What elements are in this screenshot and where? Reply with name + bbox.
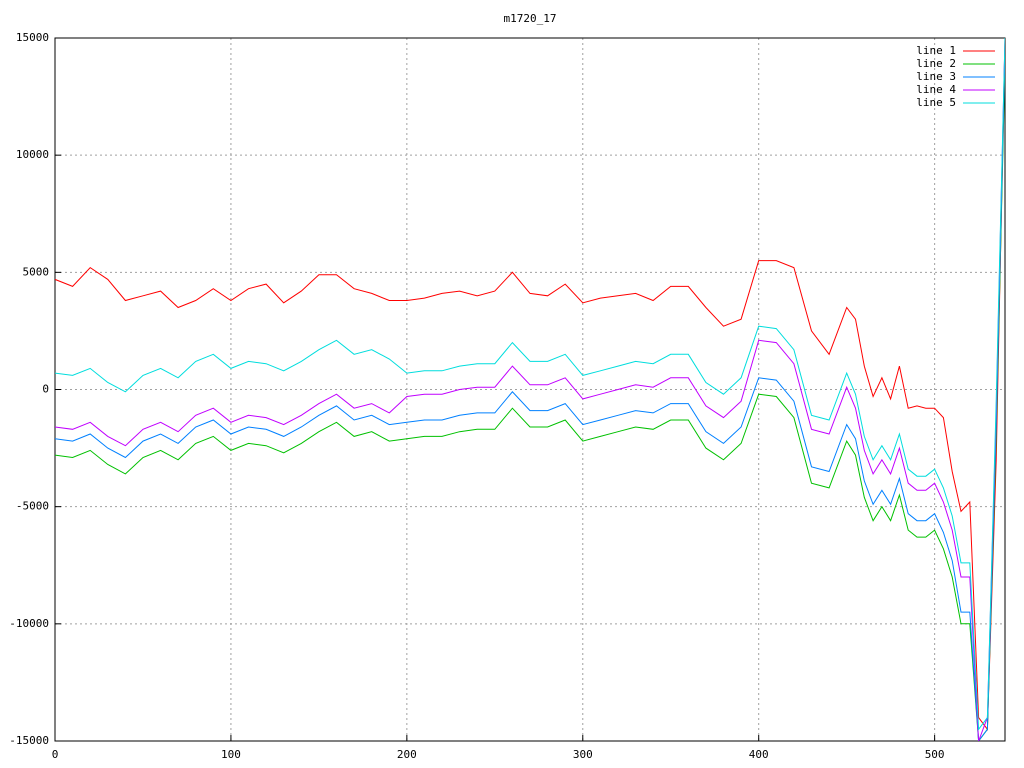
y-tick-label: 0 bbox=[42, 383, 49, 396]
y-tick-label: 15000 bbox=[16, 31, 49, 44]
x-tick-label: 500 bbox=[925, 748, 945, 761]
series-line bbox=[55, 38, 1005, 731]
y-tick-label: -10000 bbox=[9, 617, 49, 630]
legend-label: line 2 bbox=[916, 57, 956, 70]
y-tick-label: 5000 bbox=[23, 265, 50, 278]
legend-label: line 5 bbox=[916, 96, 956, 109]
x-tick-label: 0 bbox=[52, 748, 59, 761]
series-line bbox=[55, 49, 1005, 741]
plot-frame bbox=[54, 37, 1006, 742]
y-tick-label: 10000 bbox=[16, 148, 49, 161]
x-tick-label: 400 bbox=[749, 748, 769, 761]
legend-label: line 1 bbox=[916, 44, 956, 57]
legend-label: line 4 bbox=[916, 83, 956, 96]
y-tick-label: -15000 bbox=[9, 734, 49, 747]
series-line bbox=[55, 61, 1005, 741]
x-tick-label: 200 bbox=[397, 748, 417, 761]
x-tick-label: 300 bbox=[573, 748, 593, 761]
y-tick-label: -5000 bbox=[16, 500, 49, 513]
series-line bbox=[55, 38, 1005, 741]
series-line bbox=[55, 38, 1005, 731]
legend-label: line 3 bbox=[916, 70, 956, 83]
x-tick-label: 100 bbox=[221, 748, 241, 761]
chart-title: m1720_17 bbox=[504, 12, 557, 25]
